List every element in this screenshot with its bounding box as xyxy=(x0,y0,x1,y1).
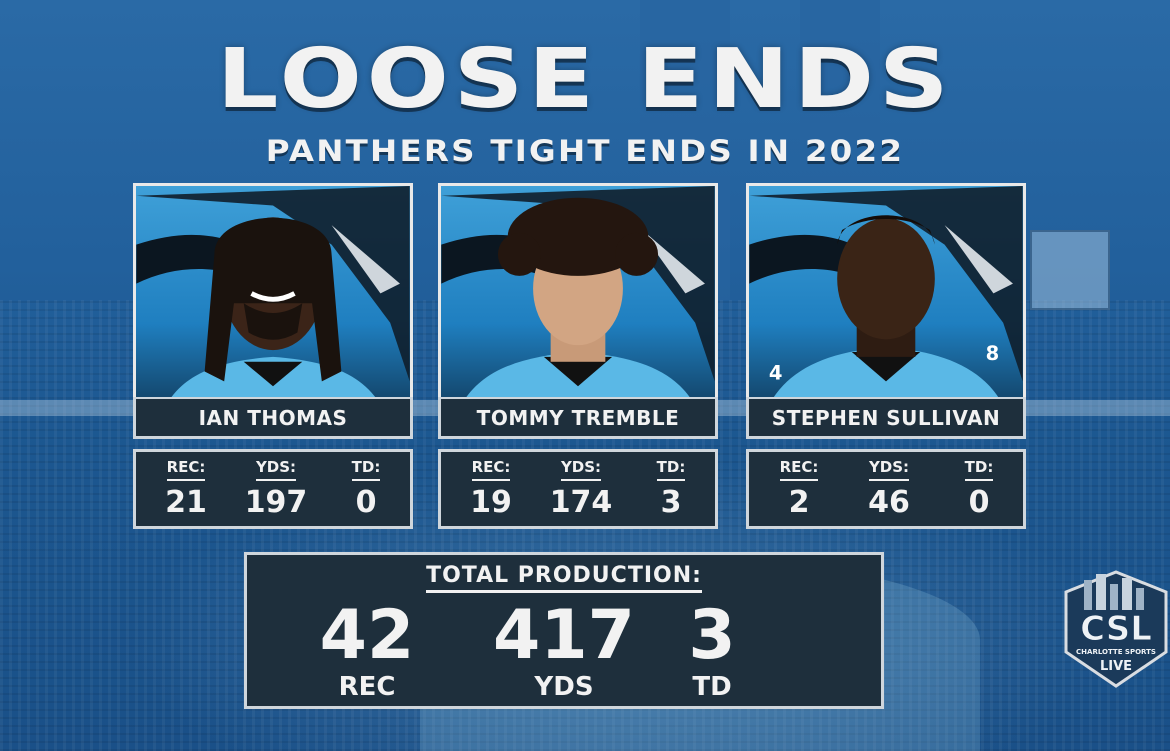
total-yds: 417 YDS xyxy=(464,596,664,702)
logo-abbr: CSL xyxy=(1080,609,1152,649)
stat-td: TD: 0 xyxy=(939,452,1019,520)
stat-rec-value: 2 xyxy=(788,485,810,520)
stat-yds: YDS: 174 xyxy=(541,452,621,520)
stat-yds-label: YDS: xyxy=(255,458,297,481)
total-rec-label: REC xyxy=(338,672,396,702)
stat-yds-label: YDS: xyxy=(868,458,910,481)
total-rec: 42 REC xyxy=(267,596,467,702)
total-td: 3 TD xyxy=(612,596,812,702)
jersey-number: 8 xyxy=(986,342,1000,365)
logo-tagline: LIVE xyxy=(1100,659,1132,674)
page-title: LOOSE ENDS xyxy=(216,32,954,127)
stat-td-label: TD: xyxy=(964,458,994,481)
total-td-value: 3 xyxy=(688,596,736,675)
stat-rec: REC: 21 xyxy=(146,452,226,520)
total-rec-value: 42 xyxy=(319,596,415,675)
stat-yds-value: 46 xyxy=(868,485,910,520)
stat-td-value: 0 xyxy=(355,485,377,520)
stat-rec: REC: 2 xyxy=(759,452,839,520)
player-stats: REC: 19 YDS: 174 TD: 3 xyxy=(438,449,718,529)
total-yds-label: YDS xyxy=(534,672,594,702)
jersey-number: 4 xyxy=(769,361,783,384)
total-production-heading: TOTAL PRODUCTION: xyxy=(247,563,881,593)
stat-td-label: TD: xyxy=(656,458,686,481)
stat-td: TD: 0 xyxy=(326,452,406,520)
stat-rec-label: REC: xyxy=(779,458,819,481)
total-yds-value: 417 xyxy=(493,596,635,675)
stat-td-value: 3 xyxy=(660,485,682,520)
stat-yds-label: YDS: xyxy=(560,458,602,481)
stat-yds-value: 174 xyxy=(549,485,613,520)
stat-td-label: TD: xyxy=(351,458,381,481)
stat-td: TD: 3 xyxy=(631,452,711,520)
player-name: IAN THOMAS xyxy=(133,397,413,439)
stadium-scoreboard xyxy=(1030,230,1110,310)
player-name: STEPHEN SULLIVAN xyxy=(746,397,1026,439)
stat-rec-value: 19 xyxy=(470,485,512,520)
stat-rec: REC: 19 xyxy=(451,452,531,520)
logo-name: CHARLOTTE SPORTS xyxy=(1076,648,1156,656)
stat-td-value: 0 xyxy=(968,485,990,520)
page-subtitle: PANTHERS TIGHT ENDS IN 2022 xyxy=(265,134,905,168)
stat-yds: YDS: 197 xyxy=(236,452,316,520)
player-stats: REC: 2 YDS: 46 TD: 0 xyxy=(746,449,1026,529)
stat-rec-label: REC: xyxy=(166,458,206,481)
player-stats: REC: 21 YDS: 197 TD: 0 xyxy=(133,449,413,529)
total-production-panel: TOTAL PRODUCTION: 42 REC 417 YDS 3 TD xyxy=(244,552,884,709)
player-name: TOMMY TREMBLE xyxy=(438,397,718,439)
stat-rec-value: 21 xyxy=(165,485,207,520)
csl-logo-icon: CSL CHARLOTTE SPORTS LIVE xyxy=(1064,570,1168,688)
stat-yds-value: 197 xyxy=(244,485,308,520)
total-td-label: TD xyxy=(692,672,732,702)
stat-yds: YDS: 46 xyxy=(849,452,929,520)
stat-rec-label: REC: xyxy=(471,458,511,481)
